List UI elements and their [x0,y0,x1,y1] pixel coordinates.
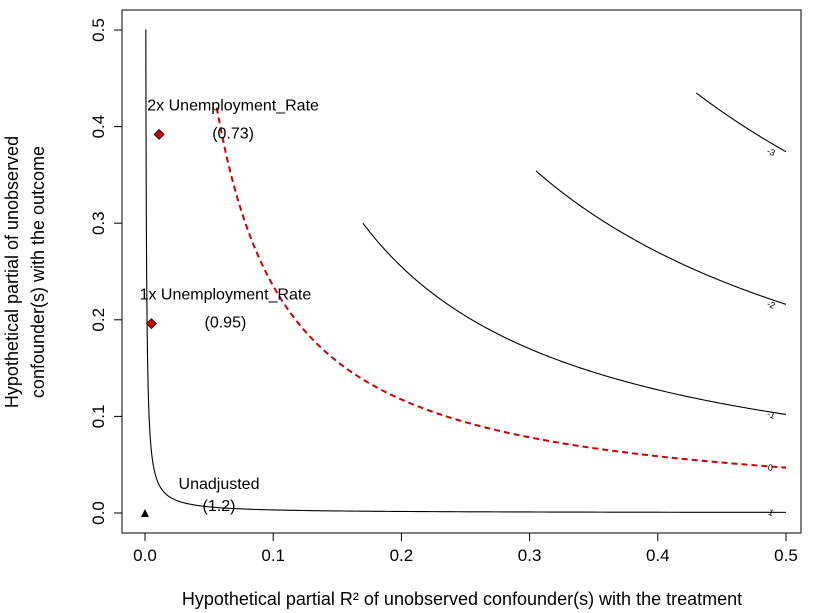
point-value: (0.95) [205,315,247,332]
contour-lines [145,29,787,513]
x-tick-label: 0.3 [518,546,542,565]
y-tick-label: 0.5 [89,18,108,42]
y-tick-label: 0.1 [89,405,108,429]
contour-labels: 1 0 -1 -2 -3 [766,146,777,518]
y-tick-label: 0.3 [89,211,108,235]
point-benchmark-marker [145,318,157,330]
contour-label-level-1: 1 [767,507,775,518]
x-tick-label: 0.2 [390,546,414,565]
y-axis-title-line2: confounder(s) with the outcome [28,146,48,398]
contour-label-level--1: -1 [766,409,777,421]
y-tick-label: 0.0 [89,501,108,525]
x-tick-label: 0.4 [646,546,670,565]
contour-label-level-0: 0 [767,462,773,473]
point-label: 1x Unemployment_Rate [140,287,312,304]
benchmark-points: Unadjusted (1.2) 1x Unemployment_Rate (0.95… [140,97,319,517]
x-tick-label: 0.1 [261,546,285,565]
x-axis-title: Hypothetical partial R² of unobserved co… [182,589,742,609]
contour-line-level--3 [695,92,787,153]
y-tick-label: 0.2 [89,308,108,332]
contour-line-level--2 [535,170,787,305]
contour-line-level-0 [215,107,787,469]
x-tick-label: 0.5 [774,546,798,565]
contour-line-level-1 [145,29,787,513]
y-tick-label: 0.4 [89,115,108,139]
y-axis-title-line1: Hypothetical partial of unobserved [2,136,22,408]
point-benchmark-marker [153,128,165,140]
contour-line-level--1 [362,222,787,416]
point-unadjusted-marker [141,509,149,517]
point-value: (0.73) [212,125,254,142]
point-label: Unadjusted [179,476,260,493]
point-label: 2x Unemployment_Rate [147,97,319,114]
point-value: (1.2) [203,498,236,515]
y-axis: 0.0 0.1 0.2 0.3 0.4 0.5 [89,18,123,525]
contour-label-level--3: -3 [766,146,777,158]
x-tick-label: 0.0 [133,546,157,565]
x-axis: 0.0 0.1 0.2 0.3 0.4 0.5 [133,532,798,565]
contour-label-level--2: -2 [766,298,777,310]
